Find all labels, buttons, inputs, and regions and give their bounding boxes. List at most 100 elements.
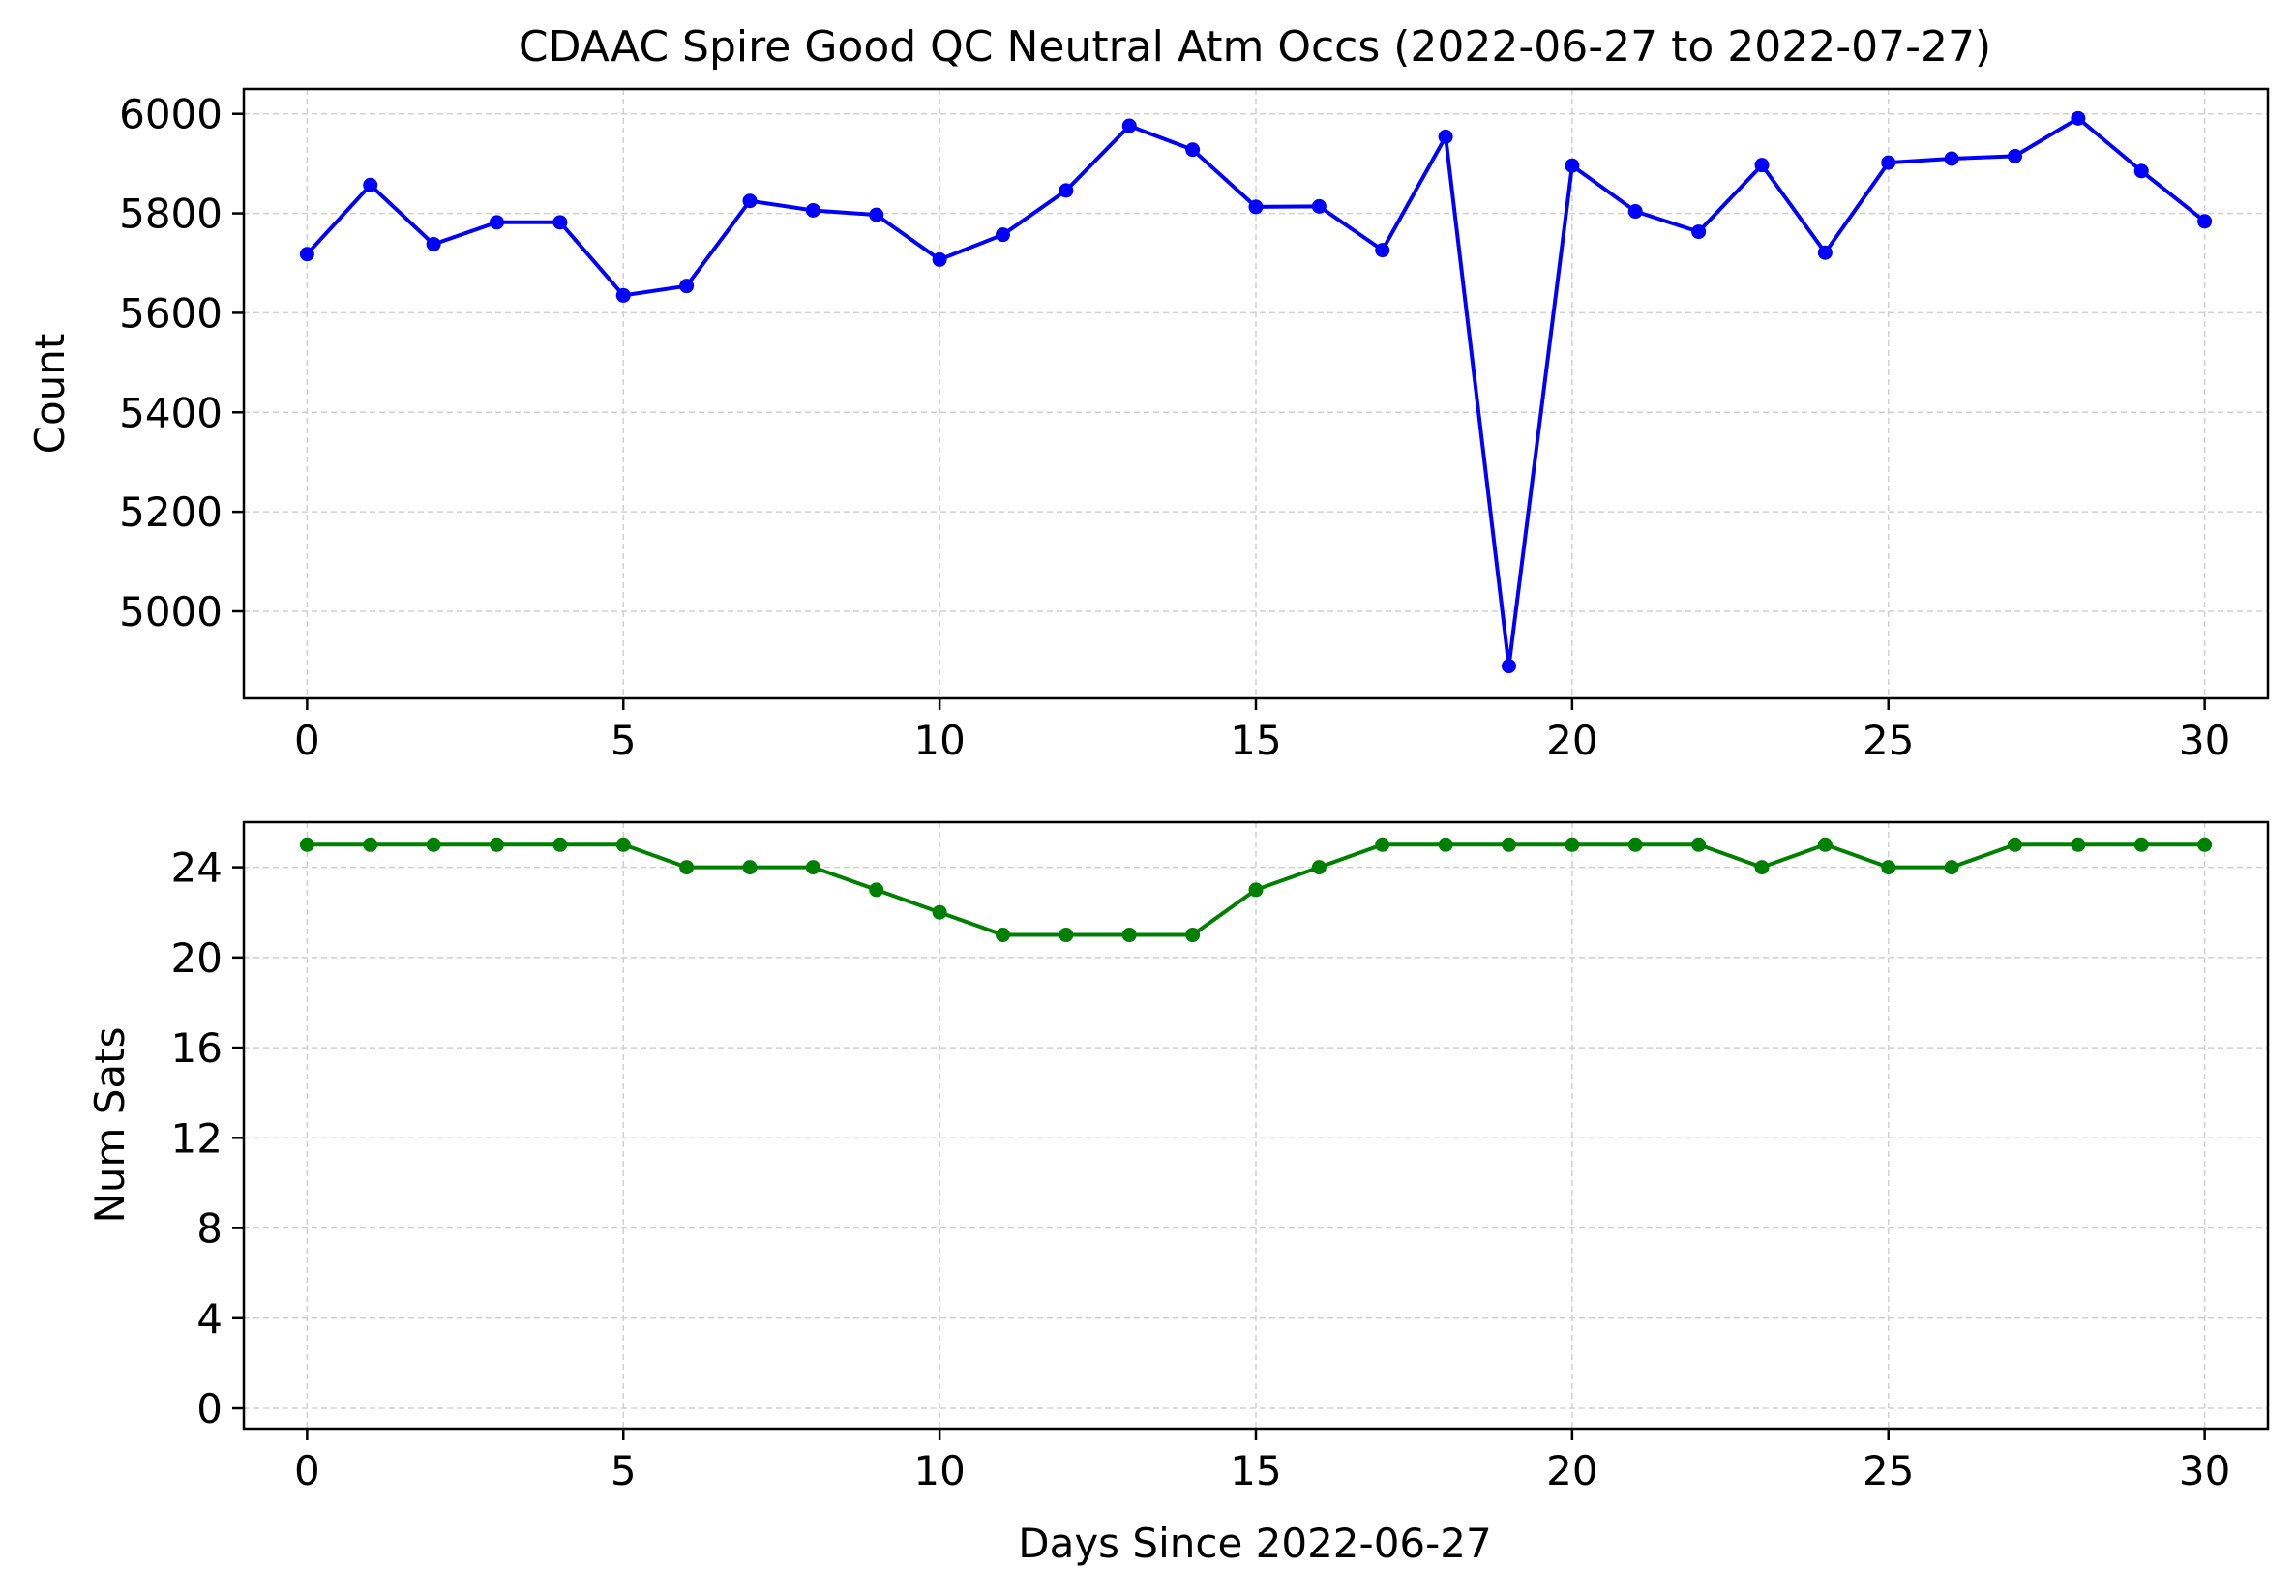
num-sats-data-point xyxy=(1185,928,1201,943)
num-sats-data-point xyxy=(679,860,695,875)
count-data-point xyxy=(1248,199,1264,215)
num-sats-data-point xyxy=(2071,837,2086,852)
count-data-point xyxy=(490,215,504,230)
num-sats-data-point xyxy=(1691,837,1707,852)
count-data-point xyxy=(1311,198,1327,214)
count-data-point xyxy=(742,193,758,209)
num-sats-data-point xyxy=(363,837,378,852)
count-y-tick-label: 5600 xyxy=(119,289,223,337)
num-sats-data-point xyxy=(1121,928,1137,943)
num-sats-chart-frame xyxy=(242,820,2270,1431)
num-sats-data-point xyxy=(805,860,820,875)
count-x-tick-label: 30 xyxy=(2179,717,2230,764)
num-sats-data-point xyxy=(1248,882,1264,898)
count-data-point xyxy=(2197,214,2213,229)
num-sats-data-point xyxy=(2197,837,2213,852)
count-data-point xyxy=(1691,224,1707,240)
num-sats-data-point xyxy=(1754,860,1770,875)
count-x-tick-label: 10 xyxy=(913,717,965,764)
num-sats-data-point xyxy=(2008,837,2022,852)
num-sats-data-point xyxy=(742,860,758,875)
count-data-point xyxy=(299,247,314,262)
count-y-axis-label: Count xyxy=(26,334,74,455)
num-sats-chart-ticks: 0 5 10 15 20 25 30 0 4 8 12 16 20 24 xyxy=(171,844,2231,1494)
count-data-point xyxy=(996,227,1010,243)
num-sats-y-tick-label: 4 xyxy=(196,1295,223,1343)
num-sats-data-point xyxy=(426,837,441,852)
count-data-point xyxy=(1121,118,1137,133)
num-sats-data-point xyxy=(1375,837,1390,852)
num-sats-data-point xyxy=(615,837,631,852)
num-sats-data-point xyxy=(1944,860,1959,875)
count-y-tick-label: 5400 xyxy=(119,389,223,436)
num-sats-data-point xyxy=(932,904,947,920)
num-sats-y-axis-label: Num Sats xyxy=(86,1026,134,1223)
num-sats-data-point xyxy=(2133,837,2149,852)
num-sats-data-point xyxy=(1881,860,1896,875)
num-sats-data-point xyxy=(1311,860,1327,875)
num-sats-x-tick-label: 30 xyxy=(2179,1447,2230,1494)
num-sats-y-tick-label: 0 xyxy=(196,1385,223,1433)
num-sats-data-point xyxy=(1502,837,1516,852)
num-sats-x-tick-label: 25 xyxy=(1863,1447,1914,1494)
num-sats-x-tick-label: 5 xyxy=(611,1447,637,1494)
num-sats-data-point xyxy=(869,882,884,898)
num-sats-data-point xyxy=(1817,837,1833,852)
count-data-point xyxy=(552,215,568,230)
num-sats-y-tick-label: 12 xyxy=(171,1114,223,1162)
count-data-point xyxy=(932,251,947,267)
count-data-point xyxy=(363,177,378,192)
count-data-point xyxy=(2071,110,2086,126)
num-sats-data-point xyxy=(1627,837,1643,852)
count-data-point xyxy=(426,236,441,251)
count-chart-ticks: 0 5 10 15 20 25 30 5000 5200 5400 5600 5800 6000 xyxy=(119,91,2230,764)
count-data-point xyxy=(1565,158,1580,173)
x-axis-label: Days Since 2022-06-27 xyxy=(1018,1520,1491,1567)
count-data-point xyxy=(1438,129,1453,144)
num-sats-data-point xyxy=(490,837,504,852)
count-x-tick-label: 0 xyxy=(294,717,320,764)
count-chart: CDAAC Spire Good QC Neutral Atm Occs (20… xyxy=(26,22,2270,764)
count-data-point xyxy=(2008,148,2022,163)
count-data-point xyxy=(1627,204,1643,220)
num-sats-y-tick-label: 24 xyxy=(171,844,223,892)
num-sats-y-tick-label: 16 xyxy=(171,1024,223,1072)
count-data-point xyxy=(1754,158,1770,173)
count-data-point xyxy=(1502,659,1516,674)
count-y-tick-label: 5200 xyxy=(119,488,223,536)
num-sats-data-point xyxy=(299,837,314,852)
num-sats-y-tick-label: 20 xyxy=(171,934,223,982)
num-sats-data-point xyxy=(996,928,1010,943)
num-sats-data-point xyxy=(1565,837,1580,852)
num-sats-data-point xyxy=(1438,837,1453,852)
count-x-tick-label: 15 xyxy=(1230,717,1281,764)
count-y-tick-label: 5000 xyxy=(119,588,223,635)
count-data-point xyxy=(1881,155,1896,170)
count-data-point xyxy=(679,279,695,294)
chart-title: CDAAC Spire Good QC Neutral Atm Occs (20… xyxy=(519,22,1991,72)
count-x-tick-label: 5 xyxy=(611,717,637,764)
count-data-point xyxy=(869,207,884,222)
count-series xyxy=(299,110,2213,674)
num-sats-chart: 0 5 10 15 20 25 30 0 4 8 12 16 20 24 Num Sats Days Si… xyxy=(86,820,2270,1567)
num-sats-x-tick-label: 0 xyxy=(294,1447,320,1494)
count-data-point xyxy=(1817,245,1833,260)
count-data-point xyxy=(1059,183,1074,198)
num-sats-y-tick-label: 8 xyxy=(196,1205,223,1253)
num-sats-x-tick-label: 10 xyxy=(913,1447,965,1494)
count-data-point xyxy=(2133,163,2149,179)
count-data-point xyxy=(1944,151,1959,166)
num-sats-data-point xyxy=(552,837,568,852)
num-sats-x-tick-label: 15 xyxy=(1230,1447,1281,1494)
count-data-point xyxy=(805,202,820,218)
count-x-tick-label: 25 xyxy=(1863,717,1914,764)
num-sats-x-tick-label: 20 xyxy=(1546,1447,1597,1494)
count-y-tick-label: 5800 xyxy=(119,191,223,238)
count-chart-frame xyxy=(242,87,2270,700)
count-y-tick-label: 6000 xyxy=(119,91,223,138)
num-sats-data-point xyxy=(1059,928,1074,943)
num-sats-series xyxy=(299,837,2213,943)
count-data-point xyxy=(615,287,631,303)
